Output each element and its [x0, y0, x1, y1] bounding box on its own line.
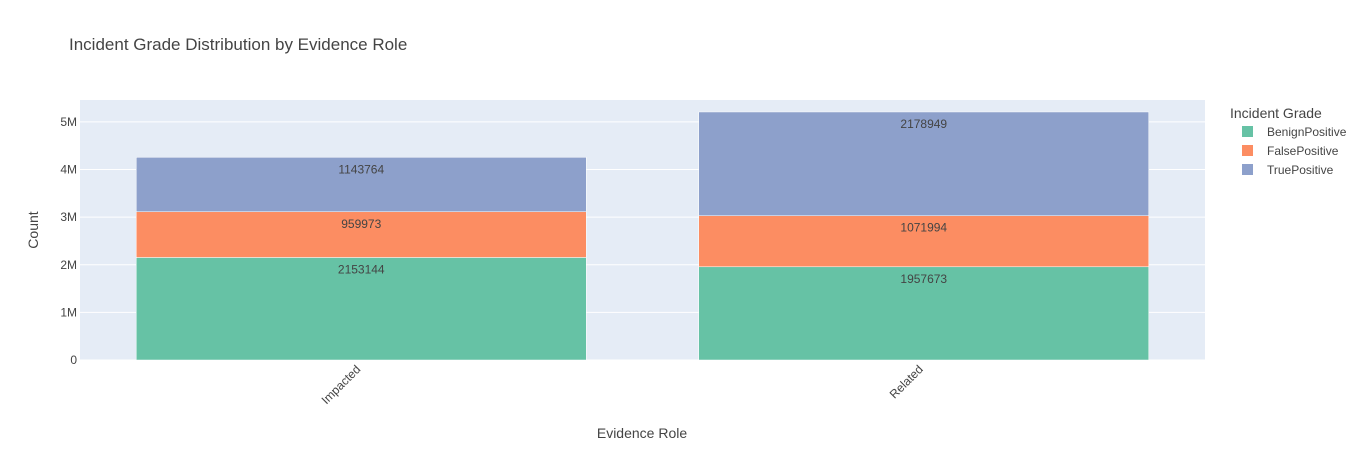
bar-benignpositive-impacted	[136, 257, 587, 361]
bar-value-label: 1071994	[900, 221, 947, 235]
y-tick-label: 3M	[60, 210, 77, 224]
bar-benignpositive-related	[698, 266, 1149, 361]
y-tick-label: 4M	[60, 163, 77, 177]
legend-item-benignpositive[interactable]: BenignPositive	[1242, 125, 1347, 139]
bar-falsepositive-impacted	[136, 211, 587, 258]
legend-swatch	[1242, 164, 1253, 175]
y-axis-title: Count	[25, 211, 41, 248]
bar-truepositive-related	[698, 111, 1149, 216]
bar-truepositive-impacted	[136, 157, 587, 213]
y-tick-label: 1M	[60, 305, 77, 319]
x-tick-label: Impacted	[319, 362, 364, 407]
legend-label: TruePositive	[1267, 163, 1334, 177]
chart-title: Incident Grade Distribution by Evidence …	[69, 35, 407, 54]
bar-falsepositive-related	[698, 215, 1149, 268]
x-tick-label: Related	[887, 362, 926, 401]
bar-labels: 2153144 959973 1143764 1957673 1071994 217894…	[338, 117, 948, 286]
bar-value-label: 1957673	[900, 272, 947, 286]
bar-value-label: 2178949	[900, 117, 947, 131]
legend-items: BenignPositive FalsePositive TruePositive	[1242, 125, 1347, 177]
legend-item-falsepositive[interactable]: FalsePositive	[1242, 144, 1339, 158]
x-axis-ticks: Impacted Related	[319, 362, 926, 407]
y-tick-label: 0	[70, 353, 77, 367]
y-tick-label: 5M	[60, 115, 77, 129]
legend-title: Incident Grade	[1230, 105, 1322, 121]
x-axis-title: Evidence Role	[597, 425, 687, 441]
y-axis-ticks: 0 1M 2M 3M 4M 5M	[60, 115, 77, 367]
legend-swatch	[1242, 145, 1253, 156]
legend-label: BenignPositive	[1267, 125, 1347, 139]
legend: Incident Grade BenignPositive FalsePositi…	[1230, 105, 1347, 177]
bars	[136, 111, 1149, 361]
bar-value-label: 1143764	[338, 162, 384, 176]
legend-swatch	[1242, 126, 1253, 137]
bar-value-label: 959973	[341, 217, 381, 231]
y-tick-label: 2M	[60, 258, 77, 272]
bar-value-label: 2153144	[338, 262, 385, 276]
legend-item-truepositive[interactable]: TruePositive	[1242, 163, 1334, 177]
legend-label: FalsePositive	[1267, 144, 1339, 158]
